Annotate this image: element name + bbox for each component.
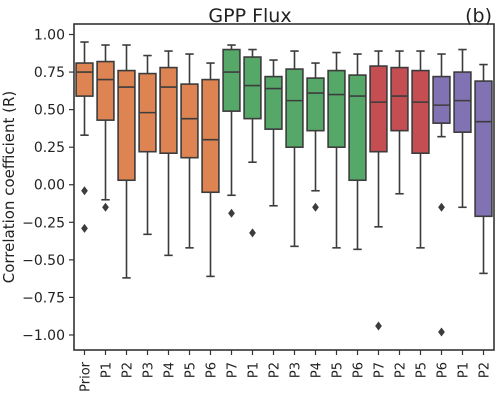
- y-tick-label: −1.00: [22, 328, 65, 344]
- x-tick-label: P7: [226, 362, 241, 378]
- y-tick-label: −0.25: [22, 215, 65, 231]
- box-body: [306, 77, 325, 132]
- box-outlier: [249, 228, 256, 238]
- x-tick-label: P2: [394, 362, 409, 378]
- box-body: [285, 68, 304, 148]
- x-tick-label: P7: [373, 362, 388, 378]
- box-15: [369, 50, 388, 331]
- box-outlier: [375, 321, 382, 331]
- box-body: [264, 75, 283, 130]
- box-body: [369, 65, 388, 153]
- y-tick-label: 0.00: [34, 178, 65, 194]
- box-13: [327, 51, 346, 249]
- y-axis: −1.00 −0.75 −0.50 −0.25 0.00 0.25 0.50 0.75 1.00: [22, 28, 74, 344]
- y-tick-label: 0.25: [34, 140, 65, 156]
- box-12: [306, 62, 325, 212]
- x-tick-label: P1: [100, 362, 115, 378]
- boxes-layer: [75, 41, 493, 337]
- box-8: [222, 44, 241, 218]
- x-tick-label: P2: [478, 362, 493, 378]
- box-body: [222, 48, 241, 112]
- chart-title: GPP Flux: [208, 5, 291, 27]
- box-3: [117, 44, 136, 279]
- box-5: [159, 50, 178, 257]
- x-tick-label: P4: [310, 362, 325, 378]
- y-tick-label: 0.50: [34, 103, 65, 119]
- x-tick-label: P5: [331, 362, 346, 378]
- box-body: [348, 74, 367, 182]
- x-tick-label: P4: [163, 362, 178, 378]
- x-tick-label: P3: [142, 362, 157, 378]
- box-body: [327, 69, 346, 148]
- box-body: [96, 60, 115, 121]
- box-1: [75, 41, 94, 233]
- x-tick-label: P6: [205, 362, 220, 378]
- panel-label: (b): [465, 5, 492, 27]
- box-outlier: [438, 327, 445, 337]
- box-14: [348, 53, 367, 251]
- box-body: [75, 62, 94, 97]
- x-tick-label: Prior: [79, 361, 94, 392]
- box-body: [474, 80, 493, 218]
- box-6: [180, 53, 199, 249]
- x-tick-label: P3: [289, 362, 304, 378]
- x-axis: Prior P1 P2 P3 P4 P5 P6 P7 P1 P2 P3 P4 P5 P6 P7 P2 P5 P6 P…: [79, 350, 493, 392]
- x-tick-label: P1: [457, 362, 472, 378]
- box-19: [453, 48, 472, 209]
- x-tick-label: P6: [436, 362, 451, 378]
- box-outlier: [81, 186, 88, 196]
- box-outlier: [312, 202, 319, 212]
- box-body: [453, 71, 472, 133]
- box-body: [243, 56, 262, 120]
- x-tick-label: P5: [415, 362, 430, 378]
- box-body: [117, 69, 136, 182]
- box-4: [138, 54, 157, 236]
- box-7: [201, 62, 220, 278]
- y-tick-label: 0.75: [34, 65, 65, 81]
- x-tick-label: P6: [352, 362, 367, 378]
- box-outlier: [438, 202, 445, 212]
- box-body: [159, 66, 178, 154]
- box-9: [243, 48, 262, 238]
- plot-frame: [73, 23, 495, 351]
- box-10: [264, 59, 283, 207]
- y-tick-label: −0.75: [22, 290, 65, 306]
- x-tick-label: P2: [268, 362, 283, 378]
- box-2: [96, 44, 115, 212]
- box-16: [390, 50, 409, 195]
- x-tick-label: P5: [184, 362, 199, 378]
- y-axis-label: Correlation coefficient (R): [0, 91, 18, 284]
- box-20: [474, 63, 493, 275]
- y-tick-label: 1.00: [34, 28, 65, 44]
- box-11: [285, 50, 304, 248]
- y-tick-label: −0.50: [22, 253, 65, 269]
- box-18: [432, 53, 451, 337]
- x-tick-label: P1: [247, 362, 262, 378]
- box-body: [411, 69, 430, 154]
- box-outlier: [228, 208, 235, 218]
- box-body: [432, 75, 451, 124]
- box-body: [180, 83, 199, 159]
- box-body: [201, 78, 220, 194]
- x-tick-label: P2: [121, 362, 136, 378]
- box-outlier: [102, 202, 109, 212]
- box-outlier: [81, 223, 88, 233]
- box-17: [411, 50, 430, 249]
- box-body: [390, 66, 409, 132]
